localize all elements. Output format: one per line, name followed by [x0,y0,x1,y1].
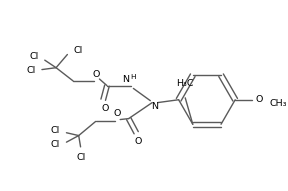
Text: Cl: Cl [26,66,35,75]
Text: Cl: Cl [30,52,39,61]
Text: N: N [151,102,159,111]
Text: O: O [134,137,142,146]
Text: H₃C: H₃C [177,79,194,88]
Text: Cl: Cl [73,46,82,55]
Text: O: O [114,109,121,118]
Text: N: N [122,75,129,84]
Text: O: O [101,104,109,113]
Text: Cl: Cl [51,141,60,150]
Text: Cl: Cl [51,126,60,135]
Text: Cl: Cl [77,153,86,162]
Text: O: O [93,70,100,79]
Text: O: O [256,95,263,104]
Text: H: H [131,74,136,80]
Text: CH₃: CH₃ [269,99,287,108]
